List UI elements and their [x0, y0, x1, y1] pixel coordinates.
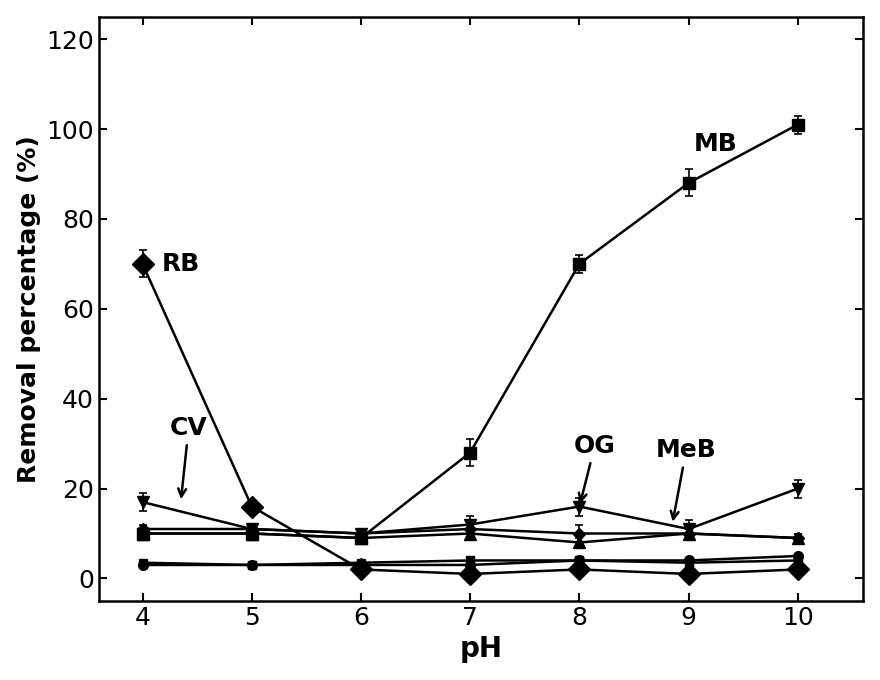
Text: CV: CV	[170, 415, 208, 496]
Text: RB: RB	[162, 252, 201, 276]
X-axis label: pH: pH	[459, 635, 502, 663]
Text: MB: MB	[694, 133, 737, 156]
Text: OG: OG	[574, 434, 616, 501]
Y-axis label: Removal percentage (%): Removal percentage (%)	[17, 135, 40, 483]
Text: MeB: MeB	[656, 438, 716, 519]
